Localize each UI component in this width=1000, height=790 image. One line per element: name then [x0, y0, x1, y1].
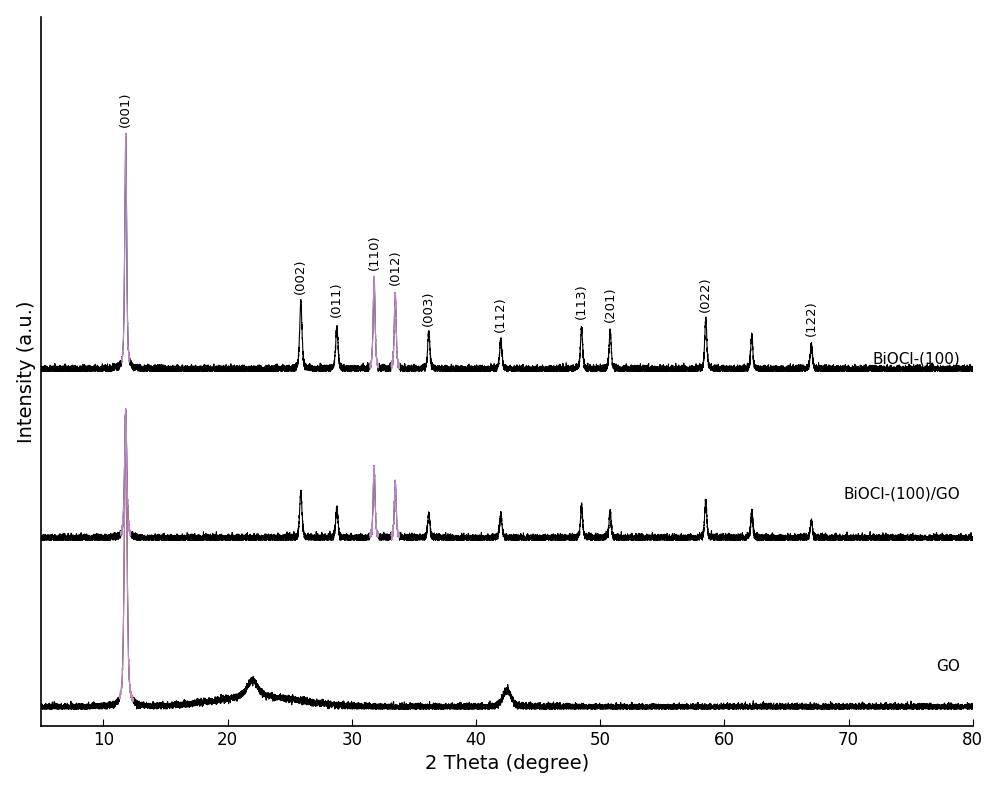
- Text: (112): (112): [494, 296, 507, 332]
- Text: (022): (022): [699, 276, 712, 312]
- Text: (110): (110): [368, 235, 381, 270]
- Text: (002): (002): [294, 259, 307, 295]
- Text: (201): (201): [604, 287, 617, 322]
- Text: (001): (001): [119, 92, 132, 127]
- Y-axis label: Intensity (a.u.): Intensity (a.u.): [17, 300, 36, 442]
- Text: (011): (011): [330, 282, 343, 318]
- Text: (003): (003): [422, 290, 435, 325]
- Text: (012): (012): [389, 250, 402, 285]
- Text: (122): (122): [805, 300, 818, 337]
- Text: BiOCl-(100): BiOCl-(100): [873, 351, 960, 366]
- X-axis label: 2 Theta (degree): 2 Theta (degree): [425, 754, 589, 773]
- Text: BiOCl-(100)/GO: BiOCl-(100)/GO: [844, 486, 960, 501]
- Text: GO: GO: [937, 660, 960, 675]
- Text: (113): (113): [575, 283, 588, 318]
